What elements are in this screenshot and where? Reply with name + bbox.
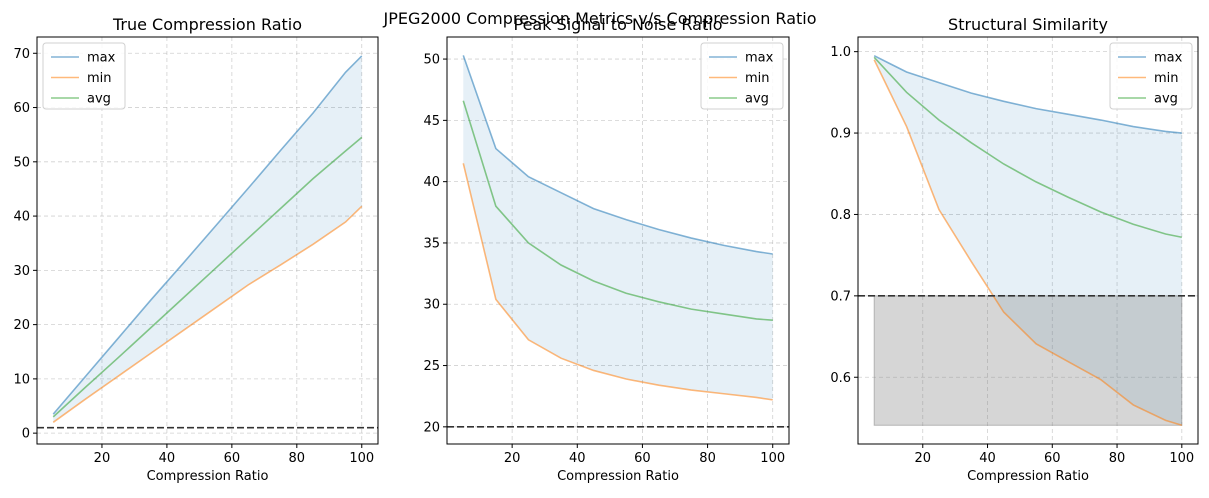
y-tick-label: 60	[13, 101, 30, 116]
y-tick-label: 0.7	[830, 289, 851, 304]
series-line-avg	[873, 56, 1182, 239]
y-tick-label: 20	[13, 318, 30, 333]
legend: max min avg	[700, 42, 784, 110]
legend-label-avg: avg	[745, 92, 769, 107]
legend-label-max: max	[87, 51, 116, 66]
x-tick-label: 40	[569, 451, 586, 466]
max-min-band	[463, 55, 773, 400]
x-tick-label: 80	[699, 451, 716, 466]
panel-title: Peak Signal to Noise Ratio	[513, 15, 722, 34]
y-tick-label: 10	[13, 372, 30, 387]
x-axis-label: Compression Ratio	[147, 469, 269, 484]
panels: 20 40 60 80 100 0 10 20 30 40 50 60 70 True Compressi…	[13, 15, 1199, 484]
y-tick-label: 70	[13, 47, 30, 62]
x-tick-label: 100	[760, 451, 785, 466]
x-tick-label: 100	[349, 451, 374, 466]
series-line-min	[462, 163, 773, 401]
max-min-band	[53, 55, 362, 423]
max-min-band	[874, 55, 1182, 426]
y-tick-label: 0.8	[830, 208, 851, 223]
x-tick-label: 60	[1044, 451, 1061, 466]
y-tick-label: 0.9	[830, 127, 851, 142]
x-tick-label: 60	[634, 451, 651, 466]
series-line-min	[873, 59, 1183, 427]
panel-3: 20 40 60 80 100 0.6 0.7 0.8 0.9 1.0 Structural Sim…	[830, 15, 1199, 484]
y-tick-label: 0.6	[830, 371, 851, 386]
figure-suptitle: JPEG2000 Compression Metrics v/s Compres…	[382, 9, 816, 28]
series-line-max	[52, 55, 363, 415]
x-tick-label: 20	[504, 451, 521, 466]
x-tick-label: 100	[1169, 451, 1194, 466]
x-axis-label: Compression Ratio	[557, 469, 679, 484]
y-tick-label: 30	[423, 298, 440, 313]
series-line-max	[873, 55, 1182, 134]
axes-frame	[857, 36, 1199, 445]
x-tick-label: 20	[914, 451, 931, 466]
series-line-avg	[462, 100, 773, 321]
legend-label-min: min	[1154, 71, 1179, 86]
y-tick-label: 50	[13, 155, 30, 170]
y-tick-label: 20	[423, 420, 440, 435]
legend-label-max: max	[745, 51, 774, 66]
legend-label-min: min	[87, 71, 112, 86]
y-tick-label: 1.0	[830, 45, 851, 60]
panel-title: True Compression Ratio	[112, 15, 302, 34]
axes-frame	[36, 36, 379, 445]
legend-frame	[42, 42, 126, 110]
x-tick-label: 40	[159, 451, 176, 466]
y-tick-label: 50	[423, 53, 440, 68]
series-line-min	[52, 205, 363, 423]
legend-label-min: min	[745, 71, 770, 86]
x-tick-label: 60	[224, 451, 241, 466]
y-tick-label: 25	[423, 359, 440, 374]
legend-label-max: max	[1154, 51, 1183, 66]
y-tick-label: 0	[22, 427, 30, 442]
x-tick-label: 20	[94, 451, 111, 466]
y-tick-label: 30	[13, 264, 30, 279]
x-tick-label: 40	[979, 451, 996, 466]
y-tick-label: 45	[423, 114, 440, 129]
legend: max min avg	[42, 42, 126, 110]
panel-1: 20 40 60 80 100 0 10 20 30 40 50 60 70 True Compressi…	[13, 15, 379, 484]
panel-2: 20 40 60 80 100 20 25 30 35 40 45 50 Peak Signal to …	[423, 15, 790, 484]
legend-frame	[1109, 42, 1193, 110]
y-tick-label: 40	[423, 175, 440, 190]
axes-frame	[446, 36, 790, 445]
legend-label-avg: avg	[87, 92, 111, 107]
y-tick-label: 40	[13, 210, 30, 225]
legend-frame	[700, 42, 784, 110]
legend: max min avg	[1109, 42, 1193, 110]
series-line-max	[462, 55, 773, 255]
series-line-avg	[52, 136, 363, 418]
y-tick-label: 35	[423, 236, 440, 251]
x-tick-label: 80	[1109, 451, 1126, 466]
x-axis-label: Compression Ratio	[967, 469, 1089, 484]
legend-label-avg: avg	[1154, 92, 1178, 107]
x-tick-label: 80	[289, 451, 306, 466]
panel-title: Structural Similarity	[948, 15, 1108, 34]
